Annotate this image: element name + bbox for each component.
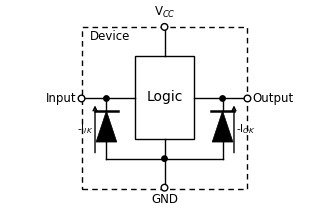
Text: Output: Output	[253, 92, 294, 105]
Polygon shape	[212, 111, 233, 142]
Circle shape	[161, 24, 168, 30]
Text: GND: GND	[151, 193, 178, 206]
Text: Input: Input	[45, 92, 76, 105]
Text: Logic: Logic	[146, 91, 183, 104]
Circle shape	[162, 156, 167, 161]
Circle shape	[78, 95, 85, 102]
Bar	[136, 56, 193, 139]
Text: -I$_{OK}$: -I$_{OK}$	[236, 122, 256, 136]
Circle shape	[104, 96, 109, 101]
Text: V$_{CC}$: V$_{CC}$	[154, 5, 175, 20]
Circle shape	[161, 184, 168, 191]
Text: Device: Device	[90, 30, 130, 43]
Circle shape	[220, 96, 225, 101]
Text: -I$_{IK}$: -I$_{IK}$	[77, 122, 93, 136]
Circle shape	[244, 95, 251, 102]
Polygon shape	[96, 111, 117, 142]
Bar	[82, 27, 247, 189]
